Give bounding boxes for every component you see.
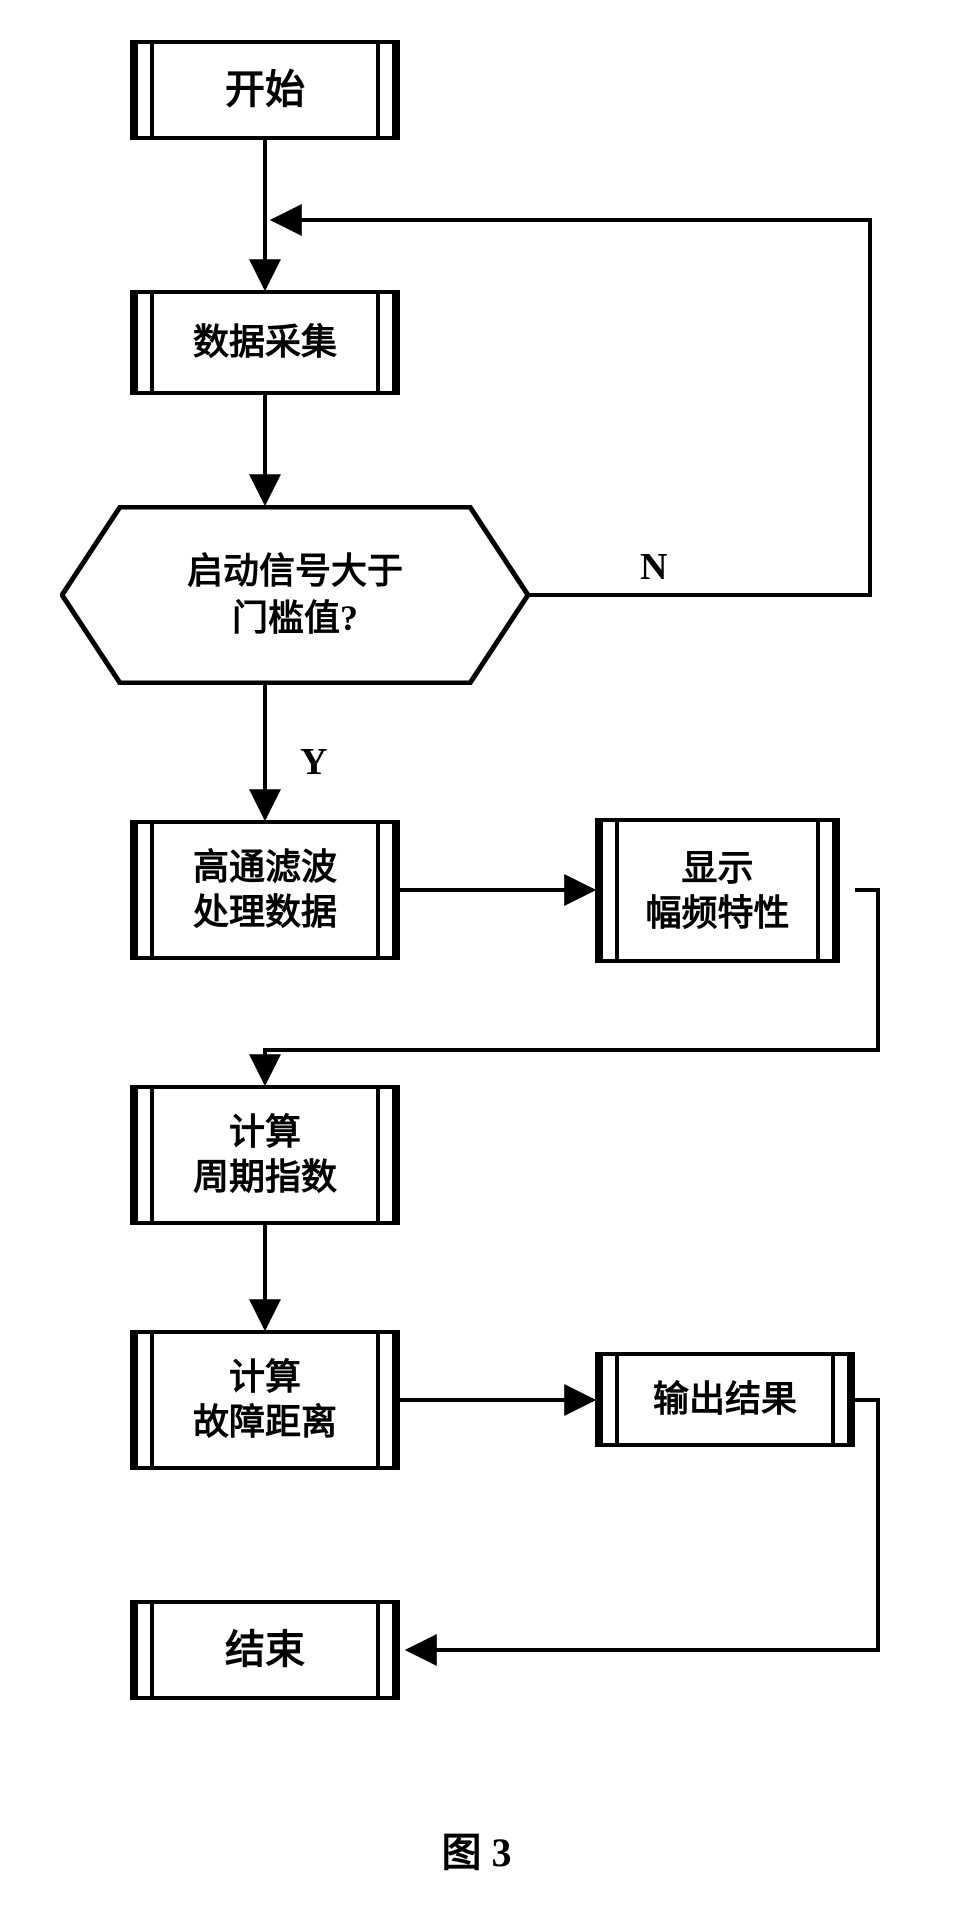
- node-distance: 计算故障距离: [130, 1330, 400, 1470]
- flowchart-canvas: 开始 数据采集 启动信号大于门槛值? 高通滤波处理数据 显示幅频特性 计算周期指…: [0, 0, 953, 1907]
- node-decision: 启动信号大于门槛值?: [60, 505, 530, 685]
- node-acquire: 数据采集: [130, 290, 400, 395]
- node-end-label: 结束: [201, 1625, 329, 1675]
- node-display-label: 显示幅频特性: [621, 846, 813, 936]
- node-acquire-label: 数据采集: [169, 320, 361, 365]
- node-decision-label: 启动信号大于门槛值?: [60, 505, 530, 685]
- node-filter: 高通滤波处理数据: [130, 820, 400, 960]
- edge-label-yes: Y: [300, 740, 327, 784]
- node-filter-label: 高通滤波处理数据: [169, 845, 361, 935]
- edge-label-no: N: [640, 545, 667, 589]
- node-display: 显示幅频特性: [595, 818, 840, 963]
- node-output: 输出结果: [595, 1352, 855, 1447]
- node-output-label: 输出结果: [629, 1377, 821, 1422]
- node-period-label: 计算周期指数: [169, 1110, 361, 1200]
- node-end: 结束: [130, 1600, 400, 1700]
- node-start: 开始: [130, 40, 400, 140]
- node-distance-label: 计算故障距离: [169, 1355, 361, 1445]
- node-start-label: 开始: [201, 65, 329, 115]
- node-period: 计算周期指数: [130, 1085, 400, 1225]
- figure-caption: 图 3: [0, 1820, 953, 1878]
